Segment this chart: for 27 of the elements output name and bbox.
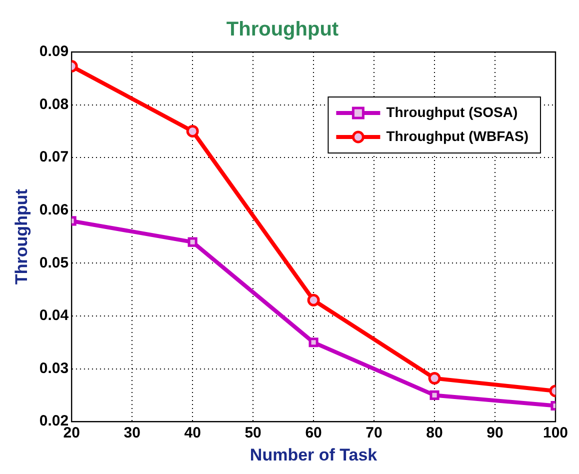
x-tick-label: 90 <box>486 424 504 442</box>
x-tick-label: 40 <box>184 424 201 442</box>
point <box>307 294 320 306</box>
y-tick-label: 0.06 <box>39 202 69 219</box>
point <box>430 390 440 400</box>
x-tick-label: 50 <box>244 424 262 442</box>
x-tick-label: 80 <box>426 424 443 442</box>
y-axis-title: Throughput <box>12 188 31 284</box>
y-tick-label: 0.03 <box>39 360 69 377</box>
point <box>186 124 199 138</box>
x-tick-label: 100 <box>542 424 568 442</box>
x-tick-label: 70 <box>366 424 382 442</box>
y-tick-label: 0.09 <box>39 43 69 60</box>
y-tick-label: 0.04 <box>39 307 70 324</box>
chart-title: Throughput <box>226 18 339 41</box>
point <box>428 372 441 385</box>
y-tick-label: 0.07 <box>39 148 69 166</box>
x-tick-label: 30 <box>124 424 140 442</box>
legend-label: Throughput (WBFAS) <box>386 128 528 144</box>
point <box>188 237 198 247</box>
x-tick-label: 20 <box>63 424 80 442</box>
x-axis-title: Number of Task <box>250 445 378 464</box>
y-tick-label: 0.08 <box>39 96 69 113</box>
point <box>308 338 318 348</box>
legend-label: Throughput (SOSA) <box>386 104 518 120</box>
y-tick-label: 0.05 <box>39 254 69 272</box>
x-tick-label: 60 <box>305 424 322 442</box>
